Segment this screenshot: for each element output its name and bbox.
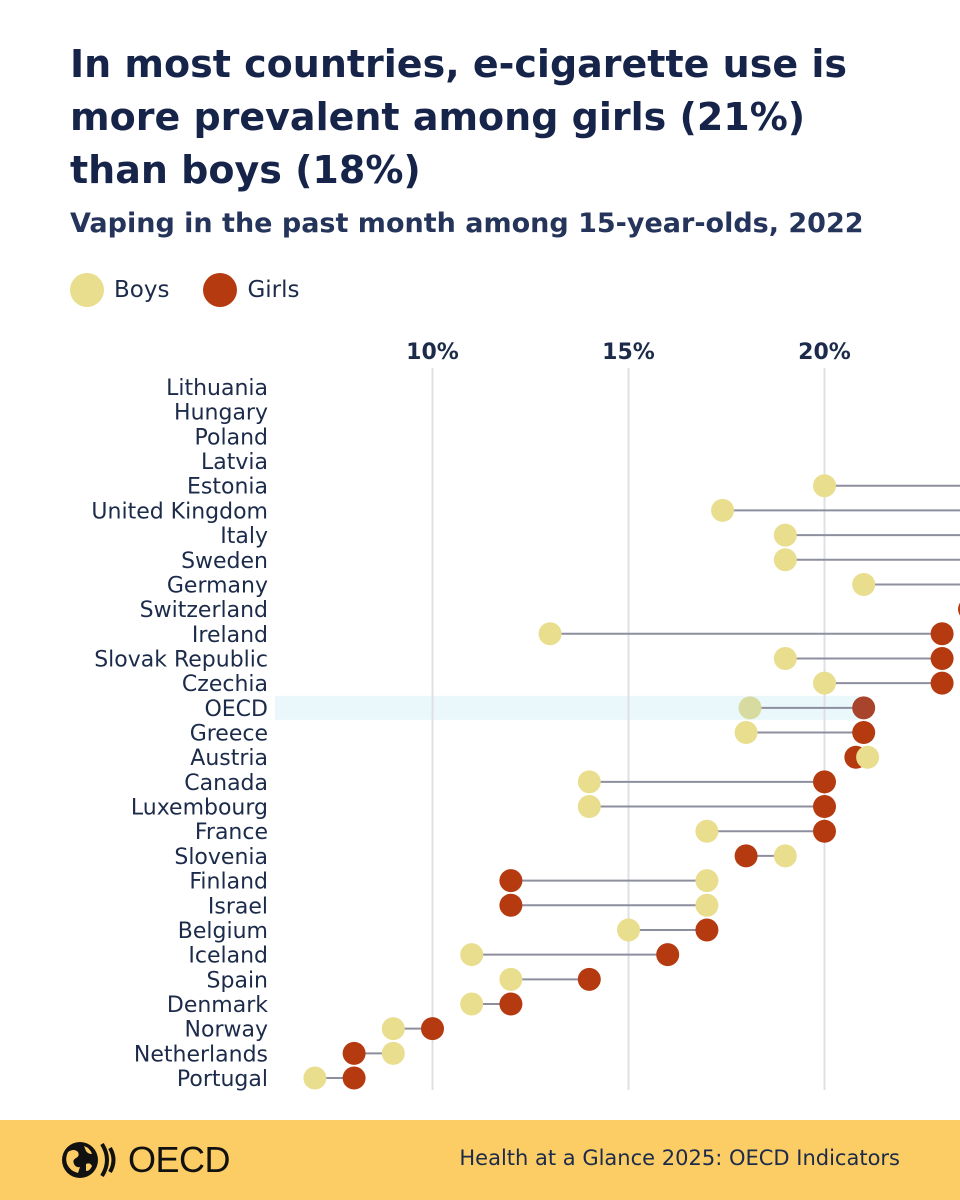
category-label: Israel	[208, 894, 268, 919]
dot-boys	[773, 844, 797, 868]
category-label: Estonia	[187, 475, 268, 500]
dot-boys	[617, 918, 640, 942]
category-label: Ireland	[192, 623, 268, 648]
dot-girls	[656, 943, 680, 967]
dot-boys	[711, 498, 735, 522]
dot-girls	[499, 869, 523, 893]
dot-girls	[342, 1066, 366, 1090]
source-text: Health at a Glance 2025: OECD Indicators	[459, 1146, 900, 1170]
category-label: Hungary	[174, 401, 268, 426]
dot-boys	[773, 548, 797, 572]
category-label: Finland	[189, 870, 268, 895]
footer-bar: OECD Health at a Glance 2025: OECD Indic…	[0, 1120, 960, 1200]
legend-item-girls: Girls	[203, 273, 300, 307]
dot-girls	[930, 646, 954, 670]
dot-boys	[813, 671, 836, 695]
category-label: Canada	[184, 771, 268, 796]
dot-girls	[577, 967, 601, 991]
chart-subtitle: Vaping in the past month among 15-year-o…	[70, 208, 864, 239]
dot-boys	[538, 622, 562, 646]
category-label: Norway	[185, 1018, 268, 1043]
dot-girls	[734, 844, 758, 868]
dot-boys	[577, 770, 601, 794]
dot-girls	[852, 696, 876, 720]
category-label: Netherlands	[134, 1042, 268, 1067]
category-label: Poland	[195, 425, 268, 450]
category-label: Austria	[190, 746, 268, 771]
dot-boys	[381, 1017, 405, 1041]
legend-swatch-boys	[70, 273, 104, 307]
oecd-logo: OECD	[58, 1138, 231, 1182]
dot-girls	[930, 622, 954, 646]
legend-swatch-girls	[203, 273, 238, 307]
dot-girls	[342, 1041, 366, 1065]
dot-boys	[734, 721, 758, 745]
dot-boys	[499, 967, 523, 991]
dot-girls	[813, 819, 836, 843]
category-label: Slovenia	[174, 845, 268, 870]
dot-boys	[695, 893, 719, 917]
dot-boys	[577, 795, 601, 819]
category-label: Lithuania	[166, 376, 268, 401]
oecd-globe-icon	[62, 1142, 116, 1178]
dot-girls	[813, 795, 836, 819]
dot-boys	[695, 869, 719, 893]
dot-girls	[930, 671, 954, 695]
category-label: Belgium	[178, 919, 268, 944]
dot-girls	[499, 992, 523, 1016]
category-label: Iceland	[188, 944, 268, 969]
category-label: Greece	[190, 722, 268, 747]
category-label: Latvia	[201, 450, 268, 475]
legend-label-girls: Girls	[247, 277, 300, 303]
dot-boys	[813, 474, 836, 498]
x-tick-label: 20%	[798, 340, 851, 365]
dot-girls	[852, 721, 876, 745]
dot-boys	[303, 1066, 327, 1090]
category-label: Spain	[207, 968, 268, 993]
category-label: France	[195, 820, 268, 845]
category-label: Portugal	[177, 1067, 268, 1092]
category-label: Italy	[220, 524, 268, 549]
category-label: OECD	[204, 697, 268, 722]
dot-girls	[499, 893, 523, 917]
dot-boys	[460, 943, 484, 967]
x-tick-label: 15%	[602, 340, 655, 365]
dot-boys	[460, 992, 484, 1016]
oecd-logo-text: OECD	[128, 1139, 231, 1180]
legend-item-boys: Boys	[70, 273, 169, 307]
x-tick-label: 10%	[406, 340, 459, 365]
category-label: Denmark	[167, 993, 268, 1018]
category-label: Sweden	[181, 549, 268, 574]
dot-boys	[381, 1041, 405, 1065]
dot-boys	[852, 572, 876, 596]
dumbbell-chart: 10%15%20%25%30%35%LithuaniaHungaryPoland…	[91, 340, 960, 1092]
category-label: Germany	[167, 573, 268, 598]
dot-girls	[421, 1017, 444, 1041]
dot-girls	[695, 918, 719, 942]
dot-boys	[773, 646, 797, 670]
category-label: United Kingdom	[91, 499, 268, 524]
legend: Boys Girls	[70, 272, 334, 308]
category-label: Switzerland	[140, 598, 268, 623]
category-label: Czechia	[182, 672, 268, 697]
dot-boys	[695, 819, 719, 843]
dot-boys	[738, 696, 762, 720]
dot-boys	[856, 745, 880, 769]
dot-boys	[773, 523, 797, 547]
category-label: Luxembourg	[131, 796, 268, 821]
chart-title: In most countries, e-cigarette use is mo…	[70, 42, 847, 192]
dot-girls	[813, 770, 836, 794]
category-label: Slovak Republic	[94, 647, 268, 672]
legend-label-boys: Boys	[114, 277, 170, 303]
